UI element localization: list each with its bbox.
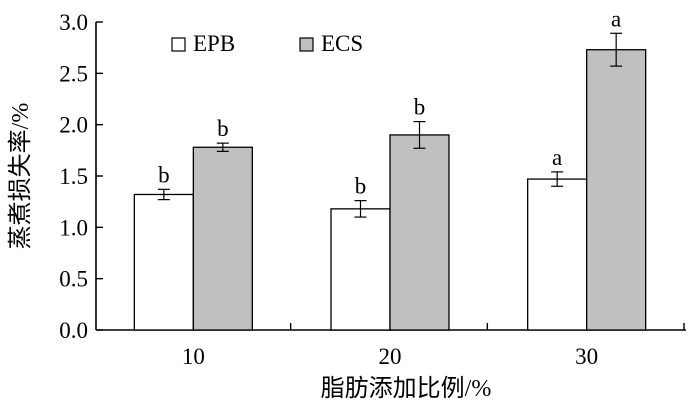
y-axis-title: 蒸煮损失率/% [7,103,34,250]
bar-ecs-30 [586,49,647,331]
significance-label: b [158,162,170,187]
significance-label: a [552,145,562,170]
y-tick-label: 1.0 [59,215,88,240]
x-axis-title: 脂肪添加比例/% [321,375,492,402]
legend-label-ecs: ECS [321,31,363,56]
bar-ecs-10 [192,146,253,331]
legend-swatch-epb [171,37,186,52]
legend-label-epb: EPB [193,31,235,56]
y-tick-label: 2.0 [59,113,88,138]
y-tick-label: 1.5 [59,164,88,189]
x-tick-label: 30 [575,344,598,369]
x-tick-label: 10 [182,344,205,369]
x-tick-label: 20 [379,344,402,369]
bar-epb-10 [133,193,194,331]
y-tick-label: 3.0 [59,10,88,35]
significance-label: b [217,116,229,141]
bar-epb-20 [330,208,391,331]
y-tick-label: 2.5 [59,61,88,86]
bar-epb-30 [527,178,588,331]
chart-bars: b b b b a a [133,6,647,331]
significance-label: b [355,174,367,199]
bar-ecs-20 [389,134,450,331]
chart-legend: EPB ECS [171,31,363,56]
y-tick-label: 0.5 [59,267,88,292]
legend-swatch-ecs [299,37,314,52]
significance-label: b [414,95,426,120]
chart-axes: 0.0 0.5 1.0 1.5 2.0 2.5 3.0 10 20 30 [59,10,686,369]
y-tick-label: 0.0 [59,318,88,343]
significance-label: a [611,6,621,31]
